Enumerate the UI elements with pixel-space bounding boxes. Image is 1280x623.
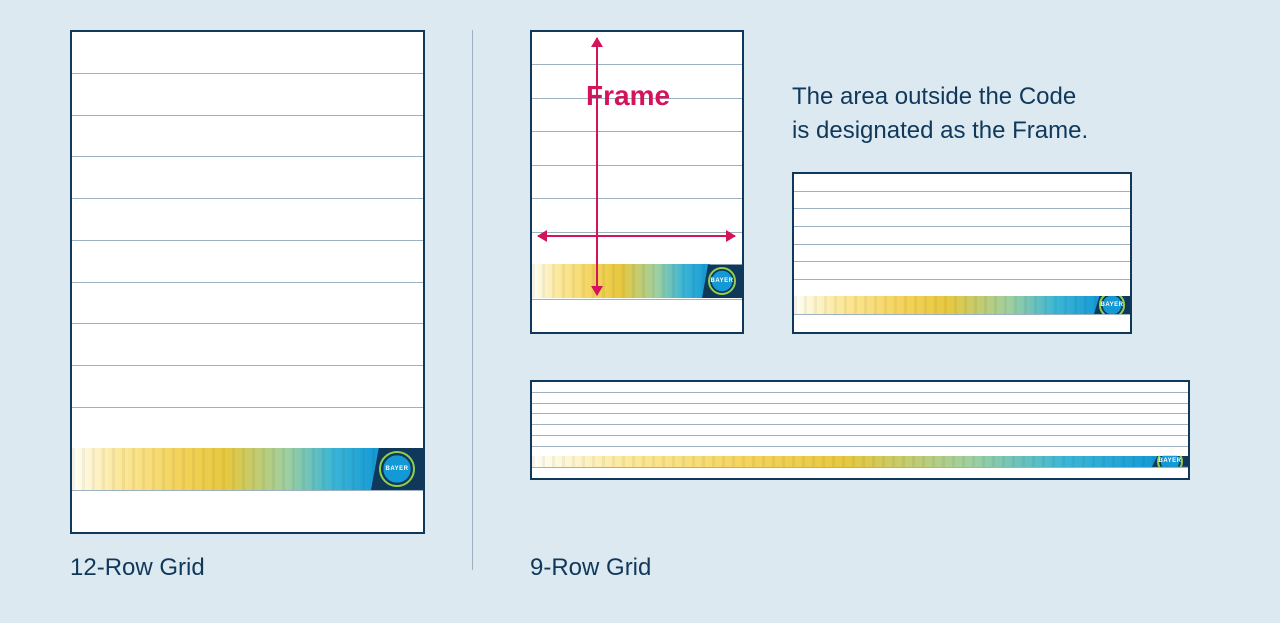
grid-row (532, 414, 1188, 425)
grid-row (794, 192, 1130, 210)
grid-row (72, 241, 423, 283)
logo-box: BAYER (1152, 456, 1188, 467)
grid-row (794, 174, 1130, 192)
grid-row (794, 315, 1130, 332)
grid-row (72, 157, 423, 199)
gradient-strip (532, 456, 1160, 467)
gradient-strip (72, 448, 379, 490)
grid-row (72, 74, 423, 116)
section-divider (472, 30, 473, 570)
grid-9-row-wide: BAYER (530, 380, 1190, 480)
grid-row (794, 227, 1130, 245)
bayer-logo-icon: BAYER (708, 267, 736, 295)
grid-row (532, 132, 742, 165)
frame-arrow-vertical (596, 38, 598, 295)
grid-row (532, 199, 742, 232)
gradient-strip (794, 296, 1102, 314)
grid-row (532, 32, 742, 65)
grid-9-row-portrait: BAYER (530, 30, 744, 334)
grid-row (794, 209, 1130, 227)
description-text: The area outside the Codeis designated a… (792, 80, 1088, 147)
bayer-logo-icon: BAYER (1099, 292, 1124, 317)
grid-row (72, 32, 423, 74)
logo-box: BAYER (371, 448, 423, 490)
frame-arrow-horizontal (538, 235, 735, 237)
code-bar: BAYER (794, 296, 1130, 314)
grid-row (532, 166, 742, 199)
grid-row (532, 425, 1188, 436)
grid-row (72, 283, 423, 325)
grid-row (532, 382, 1188, 393)
logo-box: BAYER (702, 264, 742, 298)
grid-row (532, 393, 1188, 404)
grid-12-row: BAYER (70, 30, 425, 534)
caption-9-row: 9-Row Grid (530, 554, 651, 582)
grid-row (532, 468, 1188, 478)
diagram-root: BAYER BAYER BAYER BAYER (0, 0, 1280, 623)
grid-row (532, 300, 742, 332)
grid-row (532, 233, 742, 266)
grid-row (794, 245, 1130, 263)
grid-row (794, 262, 1130, 280)
gradient-strip (532, 264, 710, 298)
code-bar: BAYER (532, 456, 1188, 467)
grid-row (72, 408, 423, 450)
code-bar: BAYER (532, 264, 742, 298)
logo-box: BAYER (1094, 296, 1130, 314)
bayer-logo-icon: BAYER (379, 451, 415, 487)
grid-row (72, 491, 423, 532)
frame-label: Frame (586, 80, 670, 112)
grid-row (72, 324, 423, 366)
grid-row (532, 436, 1188, 447)
grid-row (72, 116, 423, 158)
code-bar: BAYER (72, 448, 423, 490)
grid-row (72, 199, 423, 241)
grid-9-row-landscape: BAYER (792, 172, 1132, 334)
caption-12-row: 12-Row Grid (70, 554, 205, 582)
grid-row (72, 366, 423, 408)
grid-row (532, 404, 1188, 415)
